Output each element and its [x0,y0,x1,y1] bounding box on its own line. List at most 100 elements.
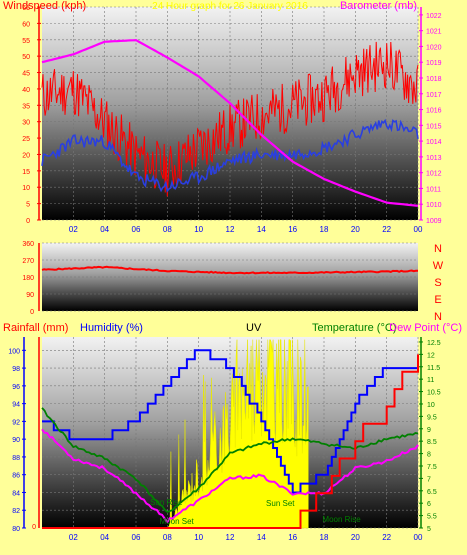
climate-x-tick-label: 12 [226,533,235,542]
direction-tick-label: 90 [26,292,34,299]
humidity-tick-label: 90 [12,437,20,444]
wind-x-tick-label: 06 [132,225,141,234]
compass-label: W [433,260,444,272]
wind-tick-label: 55 [22,38,30,45]
barometer-line [41,38,419,207]
wind-tick-label: 60 [22,21,30,28]
barometer-axis-ticks: 1009 1010 1011 1012 1013 1014 1015 1016 1017 1018… [419,7,442,225]
humidity-tick-label: 92 [12,419,20,426]
humidity-tick-label: 96 [12,384,20,391]
humidity-axis-label: Humidity (%) [80,322,143,334]
windspeed-axis-label: Windspeed (kph) [3,0,86,12]
dewpoint-axis-label: Dew Point (°C) [389,322,462,334]
climate-x-tick-label: 00 [414,533,423,542]
barometer-tick-label: 1016 [426,108,442,115]
humidity-tick-label: 100 [8,348,20,355]
barometer-tick-label: 1015 [426,123,442,130]
climate-x-tick-label: 18 [320,533,329,542]
wind-x-tick-label: 18 [320,225,329,234]
dewpoint-line [41,428,419,524]
wind-tick-label: 15 [22,169,30,176]
temperature-tick-label: 11 [427,377,434,384]
wind-x-tick-label: 00 [414,225,423,234]
wind-tick-label: 40 [22,87,30,94]
wind-x-ticks: 02 04 06 08 10 12 14 16 18 20 22 00 [69,225,423,234]
barometer-tick-label: 1014 [426,139,442,146]
wind-tick-label: 0 [26,218,30,225]
temperature-tick-label: 10.5 [427,390,441,397]
temperature-tick-label: 8 [427,452,431,459]
temperature-tick-label: 6 [427,501,431,508]
barometer-tick-label: 1021 [426,29,442,36]
temperature-tick-label: 12 [427,352,435,359]
barometer-tick-label: 1019 [426,60,442,67]
rainfall-axis-label: Rainfall (mm) [3,322,68,334]
climate-x-tick-label: 14 [257,533,266,542]
climate-x-tick-label: 08 [163,533,172,542]
wind-x-tick-label: 22 [382,225,391,234]
direction-series [41,265,418,275]
barometer-tick-label: 1011 [426,186,441,193]
humidity-line [42,349,418,494]
barometer-tick-label: 1017 [426,92,442,99]
wind-x-tick-label: 16 [288,225,297,234]
temperature-tick-label: 11.5 [427,365,440,372]
rainfall-tick-label: 0 [32,524,36,531]
wind-x-tick-label: 14 [257,225,266,234]
climate-series [41,339,419,529]
climate-x-tick-label: 20 [351,533,360,542]
compass-label: E [434,294,441,306]
temperature-tick-label: 12.5 [427,340,441,347]
humidity-tick-label: 88 [12,455,20,462]
temperature-tick-label: 10 [427,402,435,409]
temperature-tick-label: 5.5 [427,514,437,521]
wind-tick-label: 50 [22,54,30,61]
uv-axis-label: UV [246,322,262,334]
wind-x-tick-label: 08 [163,225,172,234]
barometer-tick-label: 1020 [426,44,442,51]
humidity-axis-ticks: 80 82 84 86 88 90 92 94 96 98 100 [8,337,26,533]
direction-tick-label: 0 [30,309,34,316]
climate-x-tick-label: 10 [194,533,203,542]
wind-tick-label: 45 [22,71,30,78]
temperature-axis-label: Temperature (°C) [312,322,396,334]
wind-tick-label: 10 [22,185,30,192]
climate-x-tick-label: 02 [69,533,78,542]
climate-x-ticks: 02 04 06 08 10 12 14 16 18 20 22 00 [69,533,423,542]
wind-x-tick-label: 20 [351,225,360,234]
wind-x-tick-label: 10 [194,225,203,234]
direction-tick-label: 360 [22,241,34,248]
astro-annotations: Sun Rise Moon Set Sun Set Moon Rise [150,498,361,526]
humidity-tick-label: 86 [12,473,20,480]
direction-axis-ticks: 360 270 180 90 0 [22,241,40,316]
humidity-tick-label: 80 [12,526,20,533]
wind-tick-label: 20 [22,152,30,159]
wind-tick-label: 65 [22,5,30,12]
humidity-tick-label: 94 [12,402,20,409]
direction-grid [42,242,418,312]
wind-series [41,38,419,207]
compass-label: N [434,311,442,323]
wind-tick-label: 5 [26,202,30,209]
astro-annotation: Moon Rise [322,515,361,524]
barometer-tick-label: 1009 [426,218,442,225]
barometer-tick-label: 1018 [426,76,442,83]
compass-label: N [434,243,442,255]
direction-tick-label: 180 [22,275,34,282]
humidity-tick-label: 84 [12,490,20,497]
humidity-tick-label: 98 [12,366,20,373]
barometer-tick-label: 1010 [426,202,442,209]
astro-annotation: Sun Rise [150,498,183,507]
rainfall-line [42,354,419,529]
wind-axis-ticks: 0 5 10 15 20 25 30 35 40 45 50 55 60 65 [22,5,41,225]
temperature-axis-ticks: 5 5.5 6 6.5 7 7.5 8 8.5 9 9.5 10 10.5 11 11.5 12 12.5 [419,337,441,533]
humidity-tick-label: 82 [12,508,20,515]
climate-x-tick-label: 04 [100,533,109,542]
wind-tick-label: 25 [22,136,30,143]
barometer-tick-label: 1022 [426,13,442,20]
wind-tick-label: 35 [22,103,30,110]
temperature-tick-label: 7.5 [427,464,437,471]
rainfall-axis-ticks: 0 [32,337,40,531]
